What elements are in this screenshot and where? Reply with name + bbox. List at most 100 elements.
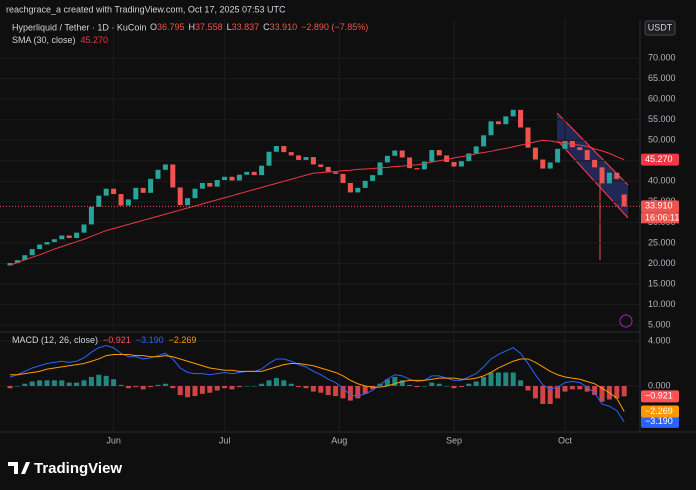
histogram-bar xyxy=(251,385,257,387)
histogram-bar xyxy=(244,385,250,387)
candle xyxy=(481,135,487,147)
histogram-bar xyxy=(503,372,509,386)
x-tick-label: Jun xyxy=(106,435,121,445)
currency[interactable]: USDT xyxy=(648,22,673,32)
candle xyxy=(81,224,87,233)
candle xyxy=(259,165,265,176)
candle xyxy=(140,187,146,193)
candle xyxy=(540,159,546,169)
histogram-bar xyxy=(44,380,50,386)
candle xyxy=(318,164,324,167)
candle xyxy=(518,109,524,128)
histogram-bar xyxy=(214,385,220,391)
histogram-bar xyxy=(481,376,487,386)
histogram-tag-bg xyxy=(641,390,679,403)
price-tag-bg xyxy=(641,200,679,213)
histogram-bar xyxy=(222,385,228,389)
candle xyxy=(503,116,509,125)
currency-box[interactable] xyxy=(644,20,676,36)
histogram-bar xyxy=(562,385,568,392)
histogram-bar xyxy=(429,382,435,386)
candle xyxy=(266,151,272,166)
y-tick-label: 20.000 xyxy=(648,258,676,268)
histogram-bar xyxy=(333,385,339,397)
histogram-bar xyxy=(362,385,368,394)
candle xyxy=(177,187,183,206)
y-tick-label: 5.000 xyxy=(648,319,671,329)
candle xyxy=(111,188,117,195)
histogram-bar xyxy=(29,381,35,386)
histogram-bar xyxy=(510,372,516,386)
candle xyxy=(103,188,109,196)
histogram-bar xyxy=(540,385,546,404)
histogram-bar xyxy=(296,385,302,388)
histogram-bar xyxy=(569,385,575,390)
histogram-bar xyxy=(229,385,235,390)
candle xyxy=(281,145,287,153)
y-tick-label: 0.000 xyxy=(648,380,671,390)
histogram-bar xyxy=(155,384,161,386)
histogram-bar xyxy=(266,380,272,386)
macd-line xyxy=(9,344,625,423)
candle xyxy=(125,199,131,206)
histogram-bar xyxy=(407,384,413,386)
candle xyxy=(199,182,205,189)
candle xyxy=(584,150,590,160)
candle xyxy=(192,188,198,199)
y-tick-label: 10.000 xyxy=(648,299,676,309)
candle xyxy=(148,178,154,193)
x-tick-label: Oct xyxy=(558,435,573,445)
legend-value: −3.190 xyxy=(136,335,164,345)
icon[interactable] xyxy=(619,314,633,328)
y-tick-label: 55.000 xyxy=(648,114,676,124)
legend-value: L xyxy=(227,22,232,32)
histogram-bar xyxy=(584,385,590,392)
legend-value: C xyxy=(263,22,270,32)
candle xyxy=(421,161,427,170)
histogram-bar xyxy=(14,385,20,387)
candle xyxy=(59,235,65,240)
brand: TradingView xyxy=(34,460,122,477)
legend-value: 37.558 xyxy=(195,22,223,32)
candle xyxy=(562,141,568,149)
legend-value: 45.270 xyxy=(81,35,109,45)
histogram-bar xyxy=(192,385,198,397)
histogram-bar xyxy=(614,385,620,399)
candle xyxy=(592,159,598,168)
histogram-bar xyxy=(51,380,57,386)
histogram-bar xyxy=(177,385,183,395)
candle xyxy=(362,180,368,188)
candle xyxy=(7,263,13,266)
candle xyxy=(407,157,413,169)
histogram-bar xyxy=(436,383,442,386)
histogram-bar xyxy=(458,385,464,388)
histogram-bar xyxy=(599,385,605,402)
histogram-bar xyxy=(281,380,287,386)
histogram-bar xyxy=(525,385,531,391)
candle xyxy=(244,171,250,175)
y-tick-label: 40.000 xyxy=(648,176,676,186)
histogram-bar xyxy=(22,383,28,386)
candle xyxy=(296,155,302,160)
legend-value: 36.795 xyxy=(157,22,185,32)
histogram-bar xyxy=(288,383,294,386)
histogram-bar xyxy=(185,385,191,398)
candle xyxy=(384,155,390,163)
candle xyxy=(377,162,383,176)
histogram-bar xyxy=(199,385,205,394)
histogram-bar xyxy=(74,382,80,386)
histogram-bar xyxy=(7,385,13,389)
candle xyxy=(458,161,464,167)
candle xyxy=(118,194,124,206)
candle xyxy=(392,150,398,156)
candle xyxy=(229,176,235,181)
histogram-bar xyxy=(466,383,472,386)
legend-value: H xyxy=(189,22,196,32)
histogram-bar xyxy=(592,385,598,395)
histogram-bar xyxy=(133,385,139,388)
candle xyxy=(436,150,442,156)
candle xyxy=(207,182,213,187)
x-tick-label: Jul xyxy=(219,435,231,445)
histogram-bar xyxy=(236,385,242,388)
candle xyxy=(185,198,191,206)
